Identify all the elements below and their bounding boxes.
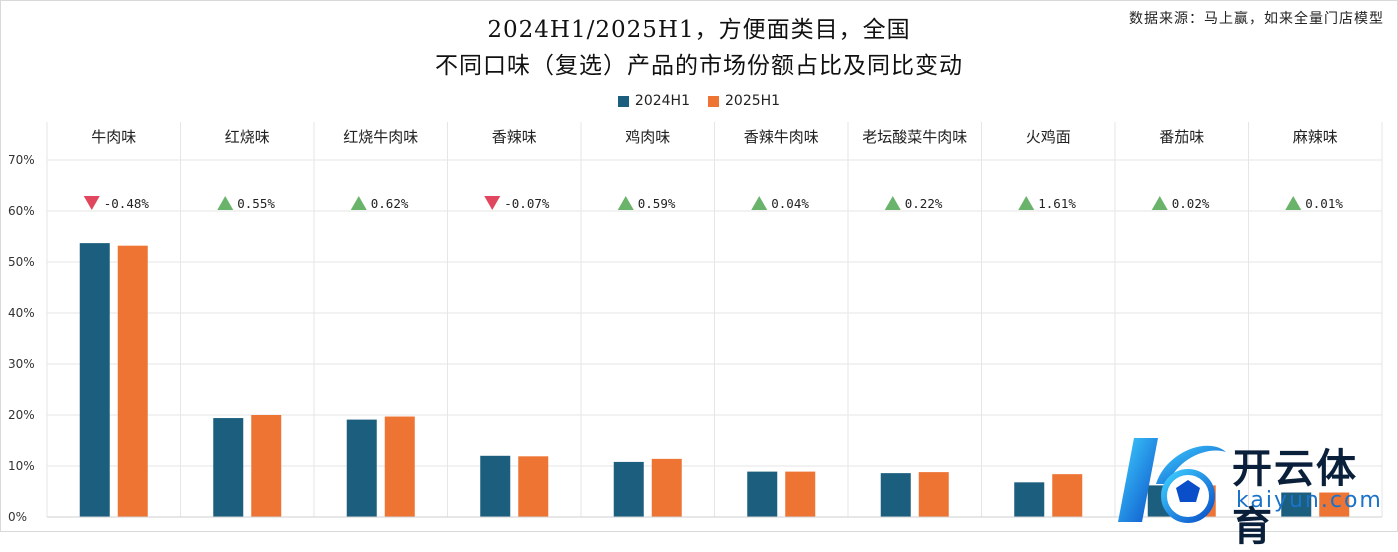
triangle-up-icon [1151,196,1168,210]
yoy-change-label: -0.07% [504,196,550,211]
y-tick-label: 60% [8,204,35,218]
legend-item-2024: 2024H1 [617,93,690,109]
bar-2025h1 [785,471,816,517]
chart-legend: 2024H1 2025H1 [0,93,1398,109]
y-tick-label: 20% [8,408,35,422]
bar-2024h1 [1014,482,1045,517]
legend-swatch-2025 [708,95,719,107]
yoy-change-label: 1.61% [1038,196,1076,211]
bar-2024h1 [747,471,778,517]
triangle-up-icon [217,196,234,210]
legend-label-2024: 2024H1 [634,93,690,109]
chart-title-line1: 2024H1/2025H1，方便面类目，全国 [487,17,911,43]
bar-2025h1 [117,245,148,517]
yoy-change-label: 0.04% [771,196,809,211]
watermark-brand-en: kaiyun.com [1236,488,1383,513]
yoy-change-label: 0.55% [237,196,275,211]
triangle-down-icon [484,196,501,210]
category-label: 香辣味 [492,128,537,146]
yoy-change-label: 0.22% [905,196,943,211]
bar-2024h1 [79,243,110,517]
bar-2024h1 [346,419,377,517]
bar-2024h1 [213,418,244,517]
triangle-up-icon [884,196,901,210]
bar-2025h1 [1319,492,1350,517]
triangle-up-icon [751,196,768,210]
triangle-up-icon [1018,196,1035,210]
legend-item-2025: 2025H1 [708,93,780,109]
kaiyun-watermark: 开云体育 kaiyun.com [1112,432,1392,550]
category-label: 麻辣味 [1293,128,1338,146]
triangle-up-icon [617,196,634,210]
y-tick-label: 70% [8,153,35,167]
y-tick-label: 30% [8,357,35,371]
y-tick-label: 10% [8,459,35,473]
triangle-up-icon [1285,196,1302,210]
yoy-change-label: 0.01% [1305,196,1343,211]
category-label: 番茄味 [1159,128,1204,146]
legend-swatch-2024 [617,95,629,107]
bar-2025h1 [1052,474,1083,517]
triangle-down-icon [83,196,100,210]
bar-2025h1 [518,456,549,517]
bar-chart: 0% 10% 20% 30% 40% 50% 60% 70% 牛肉味 -0.48% 红烧味 0.55%… [8,122,1383,524]
y-tick-label: 50% [8,255,35,269]
yoy-change-label: 0.02% [1172,196,1210,211]
y-tick-label: 40% [8,306,35,320]
bar-2025h1 [918,472,949,517]
bar-2024h1 [1281,492,1312,517]
kaiyun-logo-icon [1118,438,1226,523]
category-label: 老坛酸菜牛肉味 [862,128,967,146]
yoy-change-label: -0.48% [104,196,150,211]
category-label: 火鸡面 [1026,128,1071,146]
bar-2025h1 [384,416,415,517]
category-label: 鸡肉味 [625,128,670,146]
yoy-change-label: 0.62% [371,196,409,211]
bar-2024h1 [613,461,644,517]
category-label: 红烧味 [225,128,270,146]
y-tick-label: 0% [8,510,27,524]
bar-2024h1 [880,473,911,517]
data-source-note: 数据来源：马上赢，如来全量门店模型 [1129,11,1384,27]
bar-2025h1 [251,415,282,517]
yoy-change-label: 0.59% [638,196,676,211]
bar-2025h1 [651,458,682,517]
legend-label-2025: 2025H1 [725,93,781,109]
category-label: 牛肉味 [91,128,136,146]
category-label: 香辣牛肉味 [744,128,819,146]
bar-2024h1 [480,455,511,517]
category-label: 红烧牛肉味 [343,128,418,146]
triangle-up-icon [350,196,367,210]
chart-title-line2: 不同口味（复选）产品的市场份额占比及同比变动 [435,53,963,79]
